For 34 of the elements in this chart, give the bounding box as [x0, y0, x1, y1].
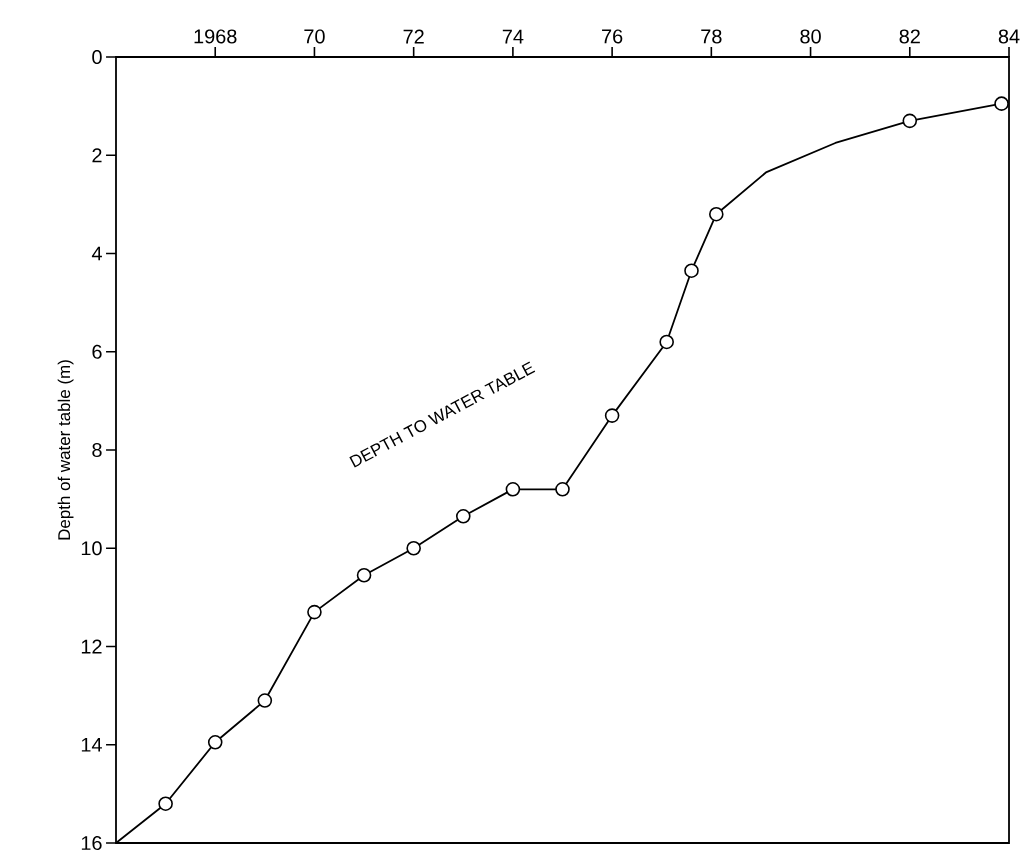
x-tick-label: 78 — [701, 29, 722, 44]
point — [406, 540, 421, 556]
point — [158, 796, 173, 812]
y-tick-label: 8 — [92, 442, 102, 458]
point — [505, 482, 521, 497]
x-tick-label: 72 — [403, 29, 424, 44]
x-tick-label: 74 — [502, 29, 524, 44]
x-tick-label: 70 — [304, 29, 325, 44]
point — [455, 509, 471, 524]
y-tick-label: 12 — [81, 639, 102, 654]
point — [207, 735, 223, 750]
y-tick-label: 14 — [81, 737, 102, 752]
point — [307, 604, 322, 620]
y-tick-label: 6 — [92, 344, 102, 359]
y-axis-title: Depth of water table (m) — [57, 360, 74, 540]
point — [902, 113, 918, 129]
point — [659, 334, 674, 350]
point — [604, 408, 620, 423]
point — [555, 482, 570, 497]
point — [709, 206, 724, 222]
x-tick-label: 82 — [899, 29, 920, 44]
y-tick-label: 2 — [92, 148, 102, 163]
y-tick-label: 10 — [81, 541, 102, 556]
y-tick-label: 16 — [81, 835, 102, 851]
point — [257, 693, 273, 708]
point — [684, 263, 699, 278]
y-tick-label: 4 — [91, 246, 102, 261]
x-tick-label: 1968 — [194, 29, 237, 44]
x-tick-label: 76 — [602, 29, 623, 44]
x-tick-label: 80 — [800, 29, 821, 44]
point — [994, 96, 1009, 111]
point — [356, 567, 372, 583]
x-tick-label: 84 — [998, 29, 1020, 44]
y-tick-label: 0 — [92, 49, 102, 65]
